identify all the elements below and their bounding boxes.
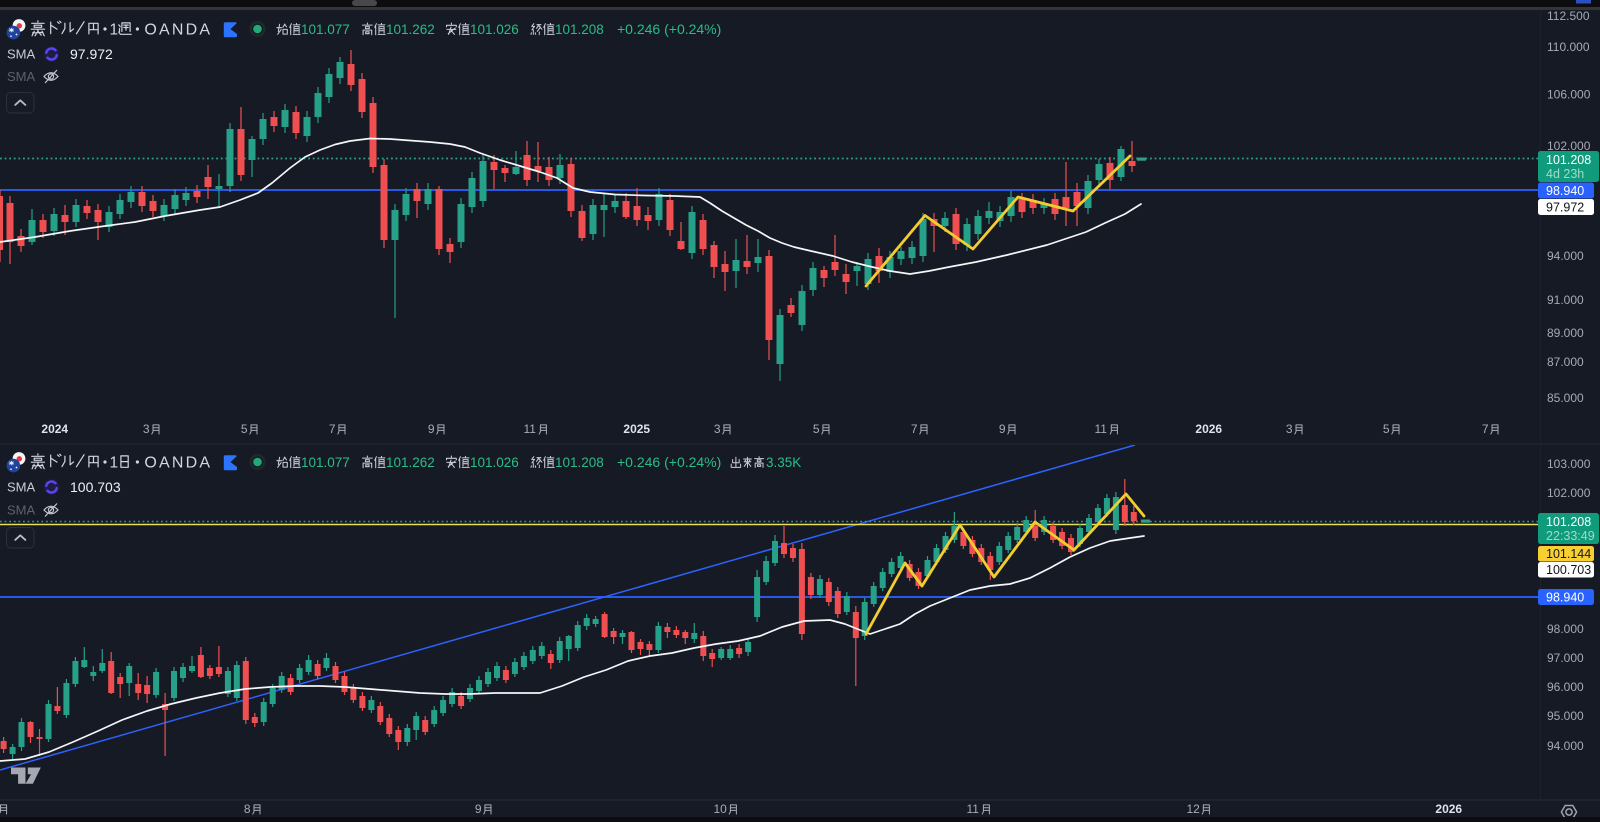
svg-text:7: 7 — [329, 422, 336, 436]
svg-text:SMA: SMA — [7, 480, 36, 495]
svg-text:SMA: SMA — [7, 503, 36, 518]
svg-text:100.703: 100.703 — [1546, 563, 1591, 577]
svg-text:11: 11 — [524, 422, 537, 436]
svg-text:11: 11 — [1095, 422, 1108, 436]
svg-text:98.940: 98.940 — [1546, 591, 1584, 605]
svg-text:OANDA: OANDA — [144, 22, 212, 39]
svg-text:101.026: 101.026 — [470, 455, 519, 470]
svg-text:101.077: 101.077 — [301, 22, 350, 37]
svg-text:12: 12 — [1187, 802, 1201, 816]
svg-text:97.972: 97.972 — [70, 46, 113, 62]
svg-text:97.000: 97.000 — [1547, 651, 1584, 665]
svg-text:101.208: 101.208 — [1546, 153, 1591, 167]
svg-text:91.000: 91.000 — [1547, 293, 1584, 307]
svg-text:OANDA: OANDA — [144, 455, 212, 472]
svg-text:5: 5 — [1383, 422, 1390, 436]
svg-text:3: 3 — [1286, 422, 1293, 436]
svg-text:2024: 2024 — [41, 422, 68, 436]
svg-text:101.144: 101.144 — [1546, 547, 1591, 561]
svg-text:100.703: 100.703 — [70, 479, 121, 495]
svg-text:4d 23h: 4d 23h — [1546, 167, 1584, 181]
svg-text:3: 3 — [714, 422, 721, 436]
svg-text:101.262: 101.262 — [386, 22, 435, 37]
svg-text:85.000: 85.000 — [1547, 391, 1584, 405]
svg-text:94.000: 94.000 — [1547, 739, 1584, 753]
svg-text:11: 11 — [967, 802, 980, 816]
svg-text:101.077: 101.077 — [301, 455, 350, 470]
svg-text:110.000: 110.000 — [1547, 40, 1590, 54]
svg-text:9: 9 — [999, 422, 1006, 436]
svg-text:97.972: 97.972 — [1546, 201, 1584, 215]
svg-text:2026: 2026 — [1195, 422, 1222, 436]
svg-text:98.000: 98.000 — [1547, 622, 1584, 636]
svg-text:1: 1 — [110, 455, 119, 472]
svg-text:101.208: 101.208 — [1546, 515, 1591, 529]
svg-text:9: 9 — [475, 802, 482, 816]
svg-text:103.000: 103.000 — [1547, 457, 1591, 471]
svg-text:95.000: 95.000 — [1547, 709, 1584, 723]
svg-text:3: 3 — [143, 422, 150, 436]
svg-text:2025: 2025 — [623, 422, 650, 436]
svg-text:SMA: SMA — [7, 69, 36, 84]
svg-text:98.940: 98.940 — [1546, 184, 1584, 198]
svg-text:101.026: 101.026 — [470, 22, 519, 37]
svg-text:7: 7 — [911, 422, 918, 436]
svg-text:101.262: 101.262 — [386, 455, 435, 470]
svg-text:3.35K: 3.35K — [766, 455, 801, 470]
svg-text:106.000: 106.000 — [1547, 88, 1591, 102]
svg-text:102.000: 102.000 — [1547, 486, 1591, 500]
svg-text:10: 10 — [714, 802, 728, 816]
svg-text:87.000: 87.000 — [1547, 355, 1584, 369]
svg-text:+0.246 (+0.24%): +0.246 (+0.24%) — [617, 454, 721, 470]
svg-text:+0.246 (+0.24%): +0.246 (+0.24%) — [617, 21, 721, 37]
svg-text:96.000: 96.000 — [1547, 680, 1584, 694]
svg-text:112.500: 112.500 — [1547, 9, 1590, 23]
svg-text:9: 9 — [428, 422, 435, 436]
svg-text:101.208: 101.208 — [555, 22, 604, 37]
svg-text:5: 5 — [813, 422, 820, 436]
svg-text:7: 7 — [1482, 422, 1489, 436]
svg-text:22:33:49: 22:33:49 — [1546, 529, 1595, 543]
svg-text:94.000: 94.000 — [1547, 249, 1584, 263]
svg-text:102.000: 102.000 — [1547, 139, 1591, 153]
svg-text:2026: 2026 — [1435, 802, 1462, 816]
svg-text:5: 5 — [241, 422, 248, 436]
svg-text:89.000: 89.000 — [1547, 326, 1584, 340]
svg-text:SMA: SMA — [7, 47, 36, 62]
svg-text:1: 1 — [110, 22, 119, 39]
svg-text:8: 8 — [244, 802, 251, 816]
svg-text:101.208: 101.208 — [555, 455, 604, 470]
